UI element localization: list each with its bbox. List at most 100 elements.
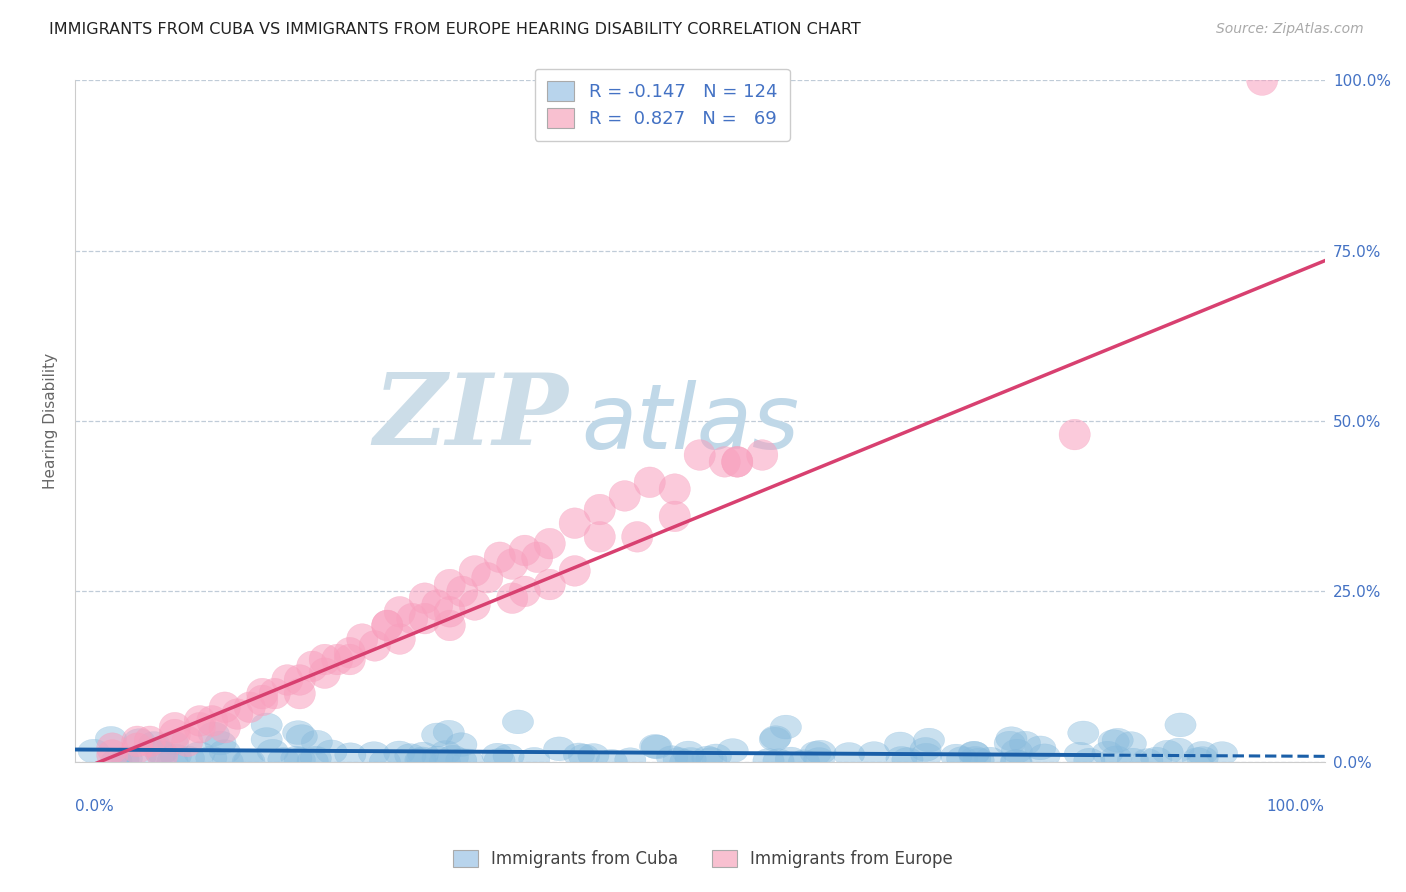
Ellipse shape bbox=[1001, 739, 1032, 763]
Ellipse shape bbox=[257, 739, 288, 764]
Ellipse shape bbox=[482, 743, 513, 767]
Text: atlas: atlas bbox=[581, 380, 799, 468]
Ellipse shape bbox=[422, 746, 453, 770]
Ellipse shape bbox=[471, 562, 503, 593]
Ellipse shape bbox=[434, 569, 465, 600]
Ellipse shape bbox=[160, 744, 191, 768]
Ellipse shape bbox=[1010, 731, 1040, 756]
Ellipse shape bbox=[1101, 746, 1132, 770]
Ellipse shape bbox=[433, 721, 464, 744]
Text: IMMIGRANTS FROM CUBA VS IMMIGRANTS FROM EUROPE HEARING DISABILITY CORRELATION CH: IMMIGRANTS FROM CUBA VS IMMIGRANTS FROM … bbox=[49, 22, 860, 37]
Ellipse shape bbox=[97, 733, 128, 764]
Ellipse shape bbox=[197, 706, 228, 736]
Ellipse shape bbox=[560, 508, 591, 539]
Ellipse shape bbox=[1059, 419, 1090, 450]
Ellipse shape bbox=[583, 522, 616, 552]
Ellipse shape bbox=[125, 744, 156, 768]
Ellipse shape bbox=[252, 728, 283, 751]
Ellipse shape bbox=[309, 657, 340, 689]
Ellipse shape bbox=[994, 731, 1025, 756]
Ellipse shape bbox=[301, 731, 332, 754]
Ellipse shape bbox=[267, 747, 299, 772]
Ellipse shape bbox=[335, 644, 366, 675]
Ellipse shape bbox=[800, 741, 831, 765]
Ellipse shape bbox=[335, 743, 366, 767]
Ellipse shape bbox=[709, 447, 741, 477]
Ellipse shape bbox=[101, 749, 132, 772]
Ellipse shape bbox=[159, 713, 190, 743]
Ellipse shape bbox=[859, 741, 890, 765]
Ellipse shape bbox=[717, 739, 748, 763]
Ellipse shape bbox=[544, 737, 575, 761]
Ellipse shape bbox=[198, 722, 229, 746]
Ellipse shape bbox=[560, 556, 591, 586]
Ellipse shape bbox=[460, 556, 491, 586]
Ellipse shape bbox=[252, 713, 283, 737]
Text: 100.0%: 100.0% bbox=[1267, 799, 1324, 814]
Ellipse shape bbox=[1115, 731, 1146, 756]
Ellipse shape bbox=[259, 678, 291, 709]
Ellipse shape bbox=[1025, 736, 1056, 760]
Ellipse shape bbox=[1206, 741, 1237, 765]
Ellipse shape bbox=[437, 746, 468, 769]
Ellipse shape bbox=[568, 744, 599, 768]
Ellipse shape bbox=[759, 727, 790, 751]
Ellipse shape bbox=[509, 576, 540, 607]
Ellipse shape bbox=[502, 710, 534, 734]
Ellipse shape bbox=[963, 748, 994, 772]
Ellipse shape bbox=[974, 747, 1005, 771]
Ellipse shape bbox=[395, 744, 426, 767]
Ellipse shape bbox=[434, 610, 465, 640]
Ellipse shape bbox=[422, 723, 453, 747]
Ellipse shape bbox=[496, 549, 527, 580]
Ellipse shape bbox=[804, 740, 837, 764]
Ellipse shape bbox=[233, 749, 264, 772]
Ellipse shape bbox=[1092, 741, 1123, 765]
Ellipse shape bbox=[621, 522, 652, 552]
Ellipse shape bbox=[886, 747, 917, 771]
Ellipse shape bbox=[316, 740, 347, 764]
Ellipse shape bbox=[834, 742, 865, 766]
Ellipse shape bbox=[941, 744, 972, 768]
Ellipse shape bbox=[299, 747, 332, 770]
Ellipse shape bbox=[685, 440, 716, 470]
Ellipse shape bbox=[97, 739, 128, 771]
Ellipse shape bbox=[494, 744, 524, 768]
Legend: R = -0.147   N = 124, R =  0.827   N =   69: R = -0.147 N = 124, R = 0.827 N = 69 bbox=[534, 69, 790, 141]
Ellipse shape bbox=[1064, 742, 1095, 766]
Ellipse shape bbox=[1247, 65, 1278, 95]
Text: Source: ZipAtlas.com: Source: ZipAtlas.com bbox=[1216, 22, 1364, 37]
Ellipse shape bbox=[157, 749, 188, 773]
Ellipse shape bbox=[371, 610, 404, 640]
Ellipse shape bbox=[1118, 748, 1149, 772]
Ellipse shape bbox=[384, 624, 415, 655]
Ellipse shape bbox=[484, 542, 516, 573]
Ellipse shape bbox=[195, 746, 226, 770]
Ellipse shape bbox=[884, 732, 915, 756]
Ellipse shape bbox=[721, 447, 752, 477]
Ellipse shape bbox=[583, 494, 616, 524]
Ellipse shape bbox=[297, 749, 328, 772]
Ellipse shape bbox=[1152, 740, 1184, 764]
Ellipse shape bbox=[347, 624, 378, 655]
Ellipse shape bbox=[284, 747, 315, 772]
Ellipse shape bbox=[271, 665, 302, 696]
Ellipse shape bbox=[235, 692, 266, 723]
Ellipse shape bbox=[297, 651, 328, 681]
Ellipse shape bbox=[1187, 747, 1218, 771]
Ellipse shape bbox=[246, 685, 278, 715]
Ellipse shape bbox=[659, 474, 690, 505]
Ellipse shape bbox=[371, 610, 404, 640]
Ellipse shape bbox=[184, 713, 215, 743]
Ellipse shape bbox=[96, 726, 127, 750]
Ellipse shape bbox=[959, 741, 990, 765]
Ellipse shape bbox=[447, 576, 478, 607]
Ellipse shape bbox=[910, 738, 941, 762]
Ellipse shape bbox=[1098, 730, 1129, 754]
Ellipse shape bbox=[564, 743, 595, 767]
Ellipse shape bbox=[134, 726, 166, 756]
Ellipse shape bbox=[157, 731, 188, 755]
Ellipse shape bbox=[634, 467, 665, 498]
Ellipse shape bbox=[696, 747, 727, 772]
Ellipse shape bbox=[232, 749, 263, 773]
